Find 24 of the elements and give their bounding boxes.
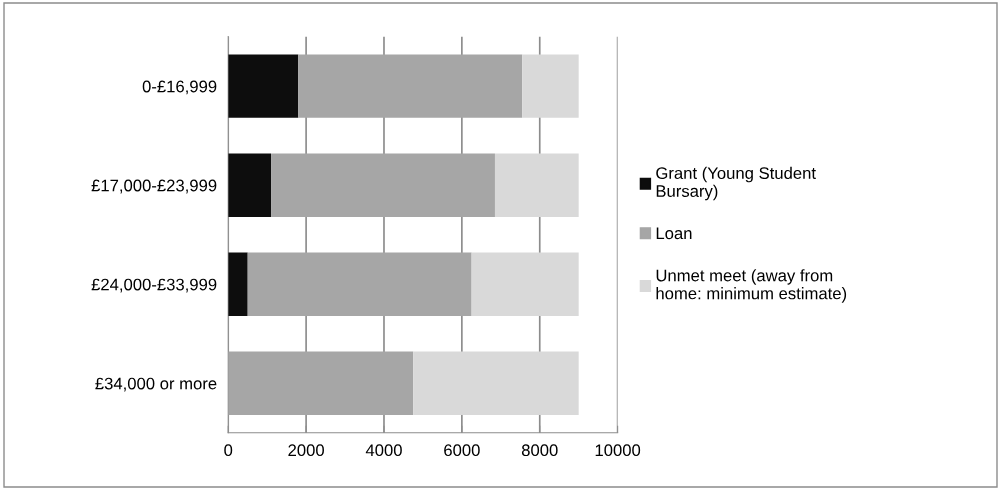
x-tick-label: 8000 — [521, 444, 558, 457]
bar — [271, 153, 495, 217]
x-tick-label: 0 — [224, 444, 233, 457]
y-tick-label: 0-£16,999 — [142, 80, 217, 95]
y-tick-label: £34,000 or more — [95, 377, 217, 392]
bar — [522, 54, 579, 118]
bar — [413, 351, 579, 415]
bar — [298, 54, 523, 118]
y-tick-label: £17,000-£23,999 — [91, 179, 217, 194]
legend-label: Grant (Young Student Bursary) — [656, 166, 816, 201]
y-tick-label: £24,000-£33,999 — [91, 278, 217, 293]
x-tick-label: 6000 — [444, 444, 480, 457]
bar — [228, 54, 299, 118]
legend-label: Loan — [656, 227, 692, 240]
bar — [494, 153, 579, 217]
bar — [247, 252, 472, 316]
x-tick-label: 4000 — [365, 444, 402, 457]
legend-label: Unmet meet (away from home: minimum estimate) — [656, 269, 847, 303]
bar — [228, 252, 248, 316]
x-tick-label: 2000 — [288, 444, 324, 457]
bar — [228, 351, 414, 415]
bar — [228, 153, 272, 217]
bar — [471, 252, 579, 316]
x-tick-label: 10000 — [595, 444, 641, 457]
